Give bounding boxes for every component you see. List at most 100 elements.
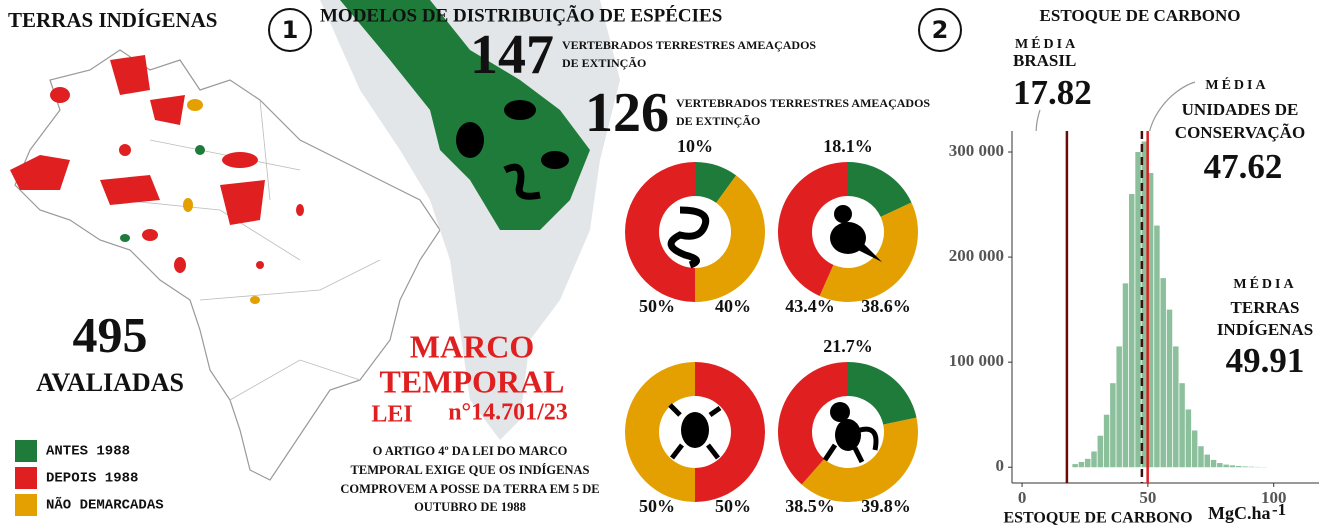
legend-swatch — [15, 467, 37, 489]
data-label: 43.4% — [785, 296, 835, 316]
histogram-bar — [1217, 463, 1223, 468]
histogram-bar — [1084, 458, 1091, 468]
number-circle — [918, 8, 962, 52]
donut-segment — [801, 417, 918, 502]
histogram-bar — [1091, 451, 1097, 468]
x-axis-unit-exponent: -1 — [1272, 500, 1286, 519]
data-label: 50% — [639, 496, 675, 516]
x-tick-label: 100 — [1261, 488, 1287, 507]
stat-value: 147 — [470, 24, 554, 86]
histogram-bar — [1135, 152, 1141, 468]
histogram-bar — [1110, 383, 1116, 468]
histogram-bar — [1204, 454, 1210, 468]
histogram-bar — [1229, 465, 1236, 468]
y-tick-label: 100 000 — [949, 351, 1004, 370]
count-label: AVALIADAS — [36, 368, 184, 397]
law: LEI — [371, 402, 412, 428]
donut-segment — [625, 362, 695, 502]
histogram-bar — [1072, 464, 1078, 468]
number: 2 — [932, 16, 949, 44]
histogram-bar — [1242, 466, 1248, 468]
x-axis-label: ESTOQUE DE CARBONO — [1003, 510, 1192, 527]
donut-segment — [848, 362, 917, 425]
legend-swatch — [15, 440, 37, 462]
number-circle — [268, 8, 312, 52]
stat-text: DE EXTINÇÃO — [676, 114, 760, 128]
section-title: ESTOQUE DE CARBONO — [1040, 6, 1241, 25]
histogram-bar — [1166, 309, 1173, 468]
histogram-bar — [1185, 409, 1192, 468]
data-label: 40% — [715, 296, 751, 316]
annotation-label: CONSERVAÇÃO — [1175, 123, 1305, 142]
histogram-bar — [1160, 278, 1166, 468]
data-label: 39.8% — [861, 496, 911, 516]
histogram-bar — [1097, 435, 1104, 468]
stat-text: VERTEBRADOS TERRESTRES AMEAÇADOS — [562, 38, 816, 52]
marco-text: TEMPORAL EXIGE QUE OS INDÍGENAS — [351, 463, 590, 477]
annotation-value: 49.91 — [1226, 341, 1305, 380]
stat-text: DE EXTINÇÃO — [562, 56, 646, 70]
donut-segment — [778, 162, 848, 296]
histogram-bar — [1198, 446, 1204, 468]
annotation-label: MÉDIA — [1233, 275, 1296, 292]
histogram-bar — [1141, 141, 1148, 468]
histogram-bar — [1103, 414, 1110, 468]
annotation-label: INDÍGENAS — [1217, 320, 1313, 339]
histogram-bar — [1147, 173, 1154, 468]
donut-segment — [695, 362, 765, 502]
x-tick-label: 0 — [1018, 488, 1027, 507]
animal-icons — [667, 205, 882, 464]
marco-title: TEMPORAL — [380, 363, 565, 399]
data-label: 50% — [639, 296, 675, 316]
histogram-bar — [1235, 465, 1242, 468]
marco-text: OUTUBRO DE 1988 — [414, 500, 526, 514]
histogram-bar — [1173, 346, 1179, 468]
x-axis-unit: MgC.ha — [1208, 503, 1271, 523]
map-title: TERRAS INDÍGENAS — [8, 8, 217, 32]
x-tick-label: 50 — [1139, 488, 1156, 507]
legend-label: DEPOIS 1988 — [46, 471, 138, 487]
annotation-label: MÉDIA — [1205, 76, 1268, 93]
data-label: 50% — [715, 496, 751, 516]
donut-segment — [625, 162, 695, 302]
continent-map — [320, 0, 620, 440]
data-label: 10% — [677, 136, 713, 156]
histogram-bar — [1191, 430, 1198, 468]
stat-text: VERTEBRADOS TERRESTRES AMEAÇADOS — [676, 96, 930, 110]
count: 495 — [73, 306, 148, 362]
histogram-bar — [1129, 194, 1135, 468]
donut-segment — [778, 362, 848, 485]
legend-label: NÃO DEMARCADAS — [46, 496, 164, 514]
histogram-bar — [1116, 346, 1122, 468]
donut-segment — [848, 162, 912, 217]
brazil-map — [10, 49, 441, 481]
data-label: 21.7% — [823, 336, 873, 356]
donut-segment — [695, 175, 765, 302]
annotation-value: 17.82 — [1013, 73, 1092, 112]
legend-label: ANTES 1988 — [46, 444, 130, 460]
data-label: 38.6% — [861, 296, 911, 316]
donut-segment — [819, 202, 919, 302]
y-tick-label: 0 — [996, 456, 1005, 475]
donut-segment — [695, 162, 737, 203]
legend-swatch — [15, 494, 37, 516]
histogram-bar — [1248, 466, 1255, 468]
number: 1 — [282, 16, 299, 44]
annotation-label: MÉDIA — [1015, 35, 1078, 52]
section-title: MODELOS DE DISTRIBUIÇÃO DE ESPÉCIES — [320, 4, 722, 26]
annotation-value: 47.62 — [1204, 147, 1283, 186]
annotation-label: BRASIL — [1013, 51, 1076, 70]
marco-title: MARCO — [410, 328, 534, 364]
histogram-bar — [1078, 461, 1085, 468]
annotation-label: TERRAS — [1231, 298, 1300, 317]
legend: ANTES 1988 DEPOIS 1988 NÃO DEMARCADAS — [15, 440, 164, 516]
histogram-bar — [1223, 464, 1229, 468]
annotation-label: UNIDADES DE — [1182, 100, 1299, 119]
histogram-bar — [1154, 225, 1160, 468]
histogram-bar — [1122, 283, 1129, 468]
y-tick-label: 300 000 — [949, 141, 1004, 160]
data-label: 38.5% — [785, 496, 835, 516]
data-label: 18.1% — [823, 136, 873, 156]
law-number: n°14.701/23 — [448, 400, 568, 426]
